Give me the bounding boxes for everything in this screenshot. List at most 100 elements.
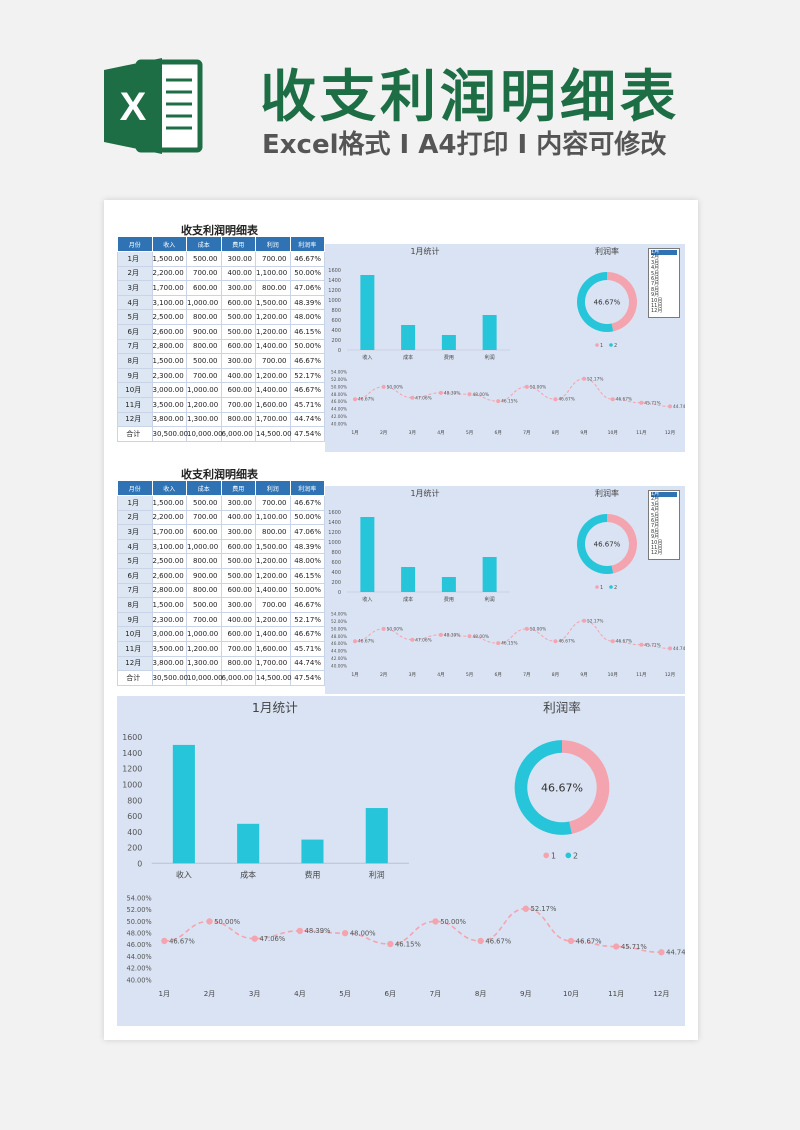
month-selector-list[interactable]: 1月 2月 3月 4月 5月 6月 7月 8月 9月 10月 11月 12月 (648, 490, 680, 560)
table-cell[interactable]: 11月 (117, 396, 153, 413)
month-option[interactable]: 1月 (651, 249, 677, 256)
table-cell[interactable]: 3,000.00 (151, 626, 187, 642)
table-cell[interactable]: 500.00 (220, 309, 256, 325)
month-option[interactable]: 8月 (651, 528, 660, 535)
table-cell[interactable]: 700.00 (220, 396, 256, 413)
table-cell[interactable]: 600.00 (220, 582, 256, 599)
table-cell[interactable]: 48.00% (289, 309, 325, 325)
table-cell[interactable]: 1,700.00 (255, 655, 291, 672)
table-cell[interactable]: 1,500.00 (151, 251, 187, 267)
table-cell[interactable]: 8月 (117, 597, 153, 613)
table-cell[interactable]: 1,700.00 (255, 411, 291, 428)
table-cell[interactable]: 700.00 (255, 495, 291, 511)
table-cell[interactable]: 2,500.00 (151, 309, 187, 325)
table-cell[interactable]: 900.00 (186, 567, 222, 584)
table-cell[interactable]: 500.00 (220, 567, 256, 584)
table-cell[interactable]: 400.00 (220, 611, 256, 628)
table-cell[interactable]: 47.06% (289, 280, 325, 296)
table-cell[interactable]: 1,000.00 (186, 382, 222, 398)
table-cell[interactable]: 1,100.00 (255, 509, 291, 526)
table-cell[interactable]: 3,000.00 (151, 382, 187, 398)
table-cell[interactable]: 1,300.00 (186, 411, 222, 428)
table-cell[interactable]: 2,500.00 (151, 553, 187, 569)
table-cell[interactable]: 900.00 (186, 323, 222, 340)
month-option[interactable]: 1月 (651, 491, 677, 498)
table-cell[interactable]: 48.00% (289, 553, 325, 569)
table-cell[interactable]: 2,800.00 (151, 338, 187, 355)
table-cell[interactable]: 700.00 (255, 251, 291, 267)
table-cell[interactable]: 5月 (117, 309, 153, 325)
table-cell[interactable]: 1,200.00 (255, 323, 291, 340)
table-cell[interactable]: 46.67% (289, 626, 325, 642)
table-cell[interactable]: 1,700.00 (151, 524, 187, 540)
table-cell[interactable]: 46.15% (289, 323, 325, 340)
table-cell[interactable]: 500.00 (186, 353, 222, 369)
table-cell[interactable]: 10月 (117, 626, 153, 642)
table-cell[interactable]: 6,000.00 (220, 426, 256, 442)
table-cell[interactable]: 10,000.00 (186, 670, 223, 686)
table-cell[interactable]: 300.00 (220, 524, 256, 540)
table-cell[interactable]: 800.00 (186, 553, 222, 569)
table-cell[interactable]: 800.00 (220, 411, 256, 428)
table-cell[interactable]: 500.00 (186, 597, 222, 613)
month-option[interactable]: 12月 (651, 550, 663, 557)
table-cell[interactable]: 46.67% (289, 382, 325, 398)
table-cell[interactable]: 50.00% (289, 582, 325, 599)
table-cell[interactable]: 800.00 (220, 655, 256, 672)
table-cell[interactable]: 47.06% (289, 524, 325, 540)
month-selector-list[interactable]: 1月 2月 3月 4月 5月 6月 7月 8月 9月 10月 11月 12月 (648, 248, 680, 318)
table-cell[interactable]: 1,400.00 (255, 626, 291, 642)
table-cell[interactable]: 4月 (117, 538, 153, 555)
table-cell[interactable]: 700.00 (186, 611, 222, 628)
month-option[interactable]: 2月 (651, 254, 660, 261)
table-cell[interactable]: 1,600.00 (255, 640, 291, 657)
table-cell[interactable]: 7月 (117, 582, 153, 599)
table-cell[interactable]: 400.00 (220, 509, 256, 526)
table-cell[interactable]: 47.54% (289, 426, 325, 442)
table-cell[interactable]: 46.67% (289, 597, 325, 613)
table-cell[interactable]: 1,200.00 (255, 553, 291, 569)
table-cell[interactable]: 12月 (117, 411, 153, 428)
table-cell[interactable]: 2,200.00 (151, 509, 187, 526)
table-cell[interactable]: 3月 (117, 524, 153, 540)
table-cell[interactable]: 1,200.00 (186, 640, 222, 657)
table-cell[interactable]: 2月 (117, 265, 153, 282)
month-option[interactable]: 11月 (651, 545, 663, 552)
table-cell[interactable]: 800.00 (255, 524, 291, 540)
table-cell[interactable]: 300.00 (220, 495, 256, 511)
table-cell[interactable]: 1,300.00 (186, 655, 222, 672)
table-cell[interactable]: 700.00 (186, 367, 222, 384)
month-option[interactable]: 2月 (651, 496, 660, 503)
table-cell[interactable]: 合计 (117, 670, 153, 686)
table-cell[interactable]: 10月 (117, 382, 153, 398)
table-cell[interactable]: 3,800.00 (151, 655, 187, 672)
table-cell[interactable]: 300.00 (220, 597, 256, 613)
table-cell[interactable]: 11月 (117, 640, 153, 657)
table-cell[interactable]: 44.74% (289, 411, 325, 428)
month-option[interactable]: 5月 (651, 512, 660, 519)
table-cell[interactable]: 700.00 (255, 353, 291, 369)
month-option[interactable]: 9月 (651, 534, 660, 541)
table-cell[interactable]: 50.00% (289, 509, 325, 526)
table-cell[interactable]: 52.17% (289, 611, 325, 628)
table-cell[interactable]: 6月 (117, 323, 153, 340)
table-cell[interactable]: 50.00% (289, 265, 325, 282)
table-cell[interactable]: 2月 (117, 509, 153, 526)
table-cell[interactable]: 600.00 (220, 538, 256, 555)
table-cell[interactable]: 4月 (117, 294, 153, 311)
table-cell[interactable]: 50.00% (289, 338, 325, 355)
table-cell[interactable]: 1,500.00 (151, 495, 187, 511)
table-cell[interactable]: 14,500.00 (255, 670, 292, 686)
table-cell[interactable]: 700.00 (186, 265, 222, 282)
table-cell[interactable]: 5月 (117, 553, 153, 569)
table-cell[interactable]: 46.15% (289, 567, 325, 584)
table-cell[interactable]: 1,500.00 (151, 597, 187, 613)
table-cell[interactable]: 1,000.00 (186, 294, 222, 311)
month-option[interactable]: 4月 (651, 507, 660, 514)
month-option[interactable]: 7月 (651, 523, 660, 530)
table-cell[interactable]: 1,400.00 (255, 382, 291, 398)
table-cell[interactable]: 600.00 (220, 626, 256, 642)
table-cell[interactable]: 300.00 (220, 353, 256, 369)
table-cell[interactable]: 30,500.00 (151, 426, 188, 442)
month-option[interactable]: 3月 (651, 259, 660, 266)
